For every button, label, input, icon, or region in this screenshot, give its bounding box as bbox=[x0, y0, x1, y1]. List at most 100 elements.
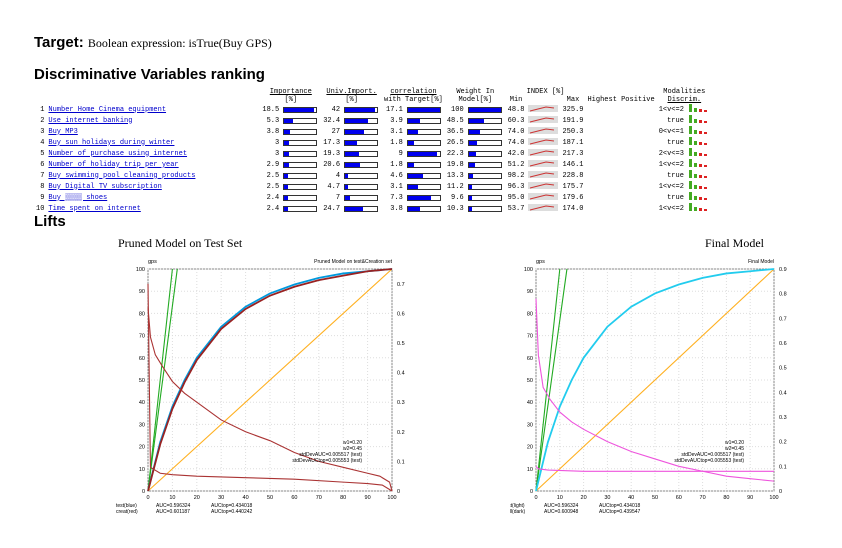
bar-importance bbox=[281, 115, 321, 126]
modality-bars bbox=[686, 170, 712, 181]
index-max: 250.3 bbox=[562, 127, 584, 136]
variable-name-link[interactable]: Buy ▒▒▒▒ shoes bbox=[48, 193, 108, 202]
footer-stat: AUCtop=0.440242 bbox=[211, 509, 253, 515]
series-line-0 bbox=[535, 268, 568, 492]
y-tick-label: 100 bbox=[524, 267, 533, 273]
highest-positive bbox=[585, 148, 656, 159]
index-sparkline bbox=[526, 159, 560, 170]
series-line-5 bbox=[147, 307, 393, 492]
y-tick-label: 60 bbox=[139, 356, 145, 362]
col-univ-unit: [%] bbox=[345, 96, 358, 104]
x-tick-label: 30 bbox=[218, 495, 224, 501]
bar-weight bbox=[466, 115, 506, 126]
row-rank: 7 bbox=[40, 171, 45, 180]
table-row: 2 Use internet banking 5.3 32.4 3.9 48.5 60.3 1… bbox=[34, 115, 712, 126]
y-tick-label: 100 bbox=[136, 267, 145, 273]
modality-value: 0<v<=1 bbox=[658, 127, 684, 136]
index-sparkline bbox=[526, 170, 560, 181]
bar-fill-importance bbox=[284, 140, 290, 145]
bar-fill-corr bbox=[407, 173, 423, 178]
inner-chart-title: Final Model bbox=[748, 259, 774, 265]
bar-fill-importance bbox=[284, 118, 293, 123]
bar-fill-corr bbox=[407, 206, 420, 211]
bar-fill-weight bbox=[468, 118, 485, 123]
variable-name-link[interactable]: Buy sun holidays during winter bbox=[48, 138, 175, 147]
col-univ: Univ.Import. bbox=[326, 88, 377, 96]
row-rank: 2 bbox=[40, 116, 45, 125]
value-univ: 7 bbox=[335, 193, 341, 202]
variable-name-link[interactable]: Use internet banking bbox=[48, 116, 133, 125]
y-tick-label: 40 bbox=[139, 400, 145, 406]
target-expression: Boolean expression: isTrue(Buy GPS) bbox=[87, 36, 272, 50]
footer-stat: AUC=0.600948 bbox=[544, 509, 579, 515]
col-index: INDEX [%] bbox=[526, 88, 565, 96]
y2-tick-label: 0.2 bbox=[397, 430, 405, 436]
row-rank: 9 bbox=[40, 193, 45, 202]
value-univ: 27 bbox=[331, 127, 341, 136]
series-line-2 bbox=[535, 268, 775, 492]
col-highest-positive: Highest Positive bbox=[587, 96, 655, 104]
footer-stat: test(light) bbox=[510, 503, 525, 509]
value-univ: 4.7 bbox=[327, 182, 341, 191]
bar-univ bbox=[342, 170, 382, 181]
y2-tick-label: 0.3 bbox=[397, 400, 405, 406]
bar-fill-corr bbox=[407, 184, 418, 189]
x-tick-label: 60 bbox=[291, 495, 297, 501]
y-tick-label: 20 bbox=[139, 445, 145, 451]
y-tick-label: 90 bbox=[527, 289, 533, 295]
chart-annotation: stdDevAUC=0.005517 (test) bbox=[299, 452, 362, 458]
bar-importance bbox=[281, 137, 321, 148]
index-max: 228.8 bbox=[562, 171, 584, 180]
index-sparkline bbox=[526, 203, 560, 214]
chart-annotation: stdDevAUC=0.005517 (test) bbox=[681, 452, 744, 458]
bar-weight bbox=[466, 181, 506, 192]
bar-importance bbox=[281, 159, 321, 170]
bar-univ bbox=[342, 104, 382, 115]
value-corr: 9 bbox=[398, 149, 403, 158]
variable-name-link[interactable]: Number Home Cinema equipment bbox=[48, 105, 167, 114]
index-min: 60.3 bbox=[507, 116, 525, 125]
table-row: 3 Buy MP3 3.8 27 3.1 36.5 74.0 250.3 0<v<=1 bbox=[34, 126, 712, 137]
bar-fill-weight bbox=[468, 107, 501, 112]
variable-name-link[interactable]: Buy MP3 bbox=[48, 127, 78, 136]
value-importance: 3.8 bbox=[266, 127, 280, 136]
y2-tick-label: 0.1 bbox=[779, 464, 787, 470]
y2-tick-label: 0.5 bbox=[397, 341, 405, 347]
modality-bars bbox=[686, 137, 712, 148]
value-corr: 17.1 bbox=[386, 105, 403, 114]
x-tick-label: 20 bbox=[194, 495, 200, 501]
index-max: 217.3 bbox=[562, 149, 584, 158]
y2-tick-label: 0.8 bbox=[779, 292, 787, 298]
y2-tick-label: 0 bbox=[779, 489, 782, 495]
index-max: 187.1 bbox=[562, 138, 584, 147]
x-tick-label: 0 bbox=[146, 495, 149, 501]
variable-name-link[interactable]: Buy swimming pool cleaning products bbox=[48, 171, 196, 180]
variable-name-link[interactable]: Number of purchase using internet bbox=[48, 149, 188, 158]
index-min: 96.3 bbox=[507, 182, 525, 191]
highest-positive bbox=[585, 192, 656, 203]
chart-annotation: w1=0.20 bbox=[725, 440, 744, 446]
value-univ: 19.3 bbox=[323, 149, 341, 158]
col-corr: correlation bbox=[390, 88, 437, 96]
value-univ: 42 bbox=[331, 105, 341, 114]
value-weight: 11.2 bbox=[446, 182, 464, 191]
y-tick-label: 0 bbox=[142, 489, 145, 495]
variable-name-link[interactable]: Time spent on internet bbox=[48, 204, 141, 213]
value-importance: 18.5 bbox=[262, 105, 280, 114]
bar-weight bbox=[466, 203, 506, 214]
row-rank: 10 bbox=[36, 204, 45, 213]
modality-value: true bbox=[667, 193, 684, 202]
variables-ranking-table: Importance Univ.Import. correlation Weig… bbox=[34, 88, 712, 214]
series-line-4 bbox=[535, 298, 775, 482]
y-axis-label: gps bbox=[536, 259, 545, 265]
value-univ: 32.4 bbox=[323, 116, 341, 125]
bar-fill-univ bbox=[345, 140, 358, 145]
table-row: 7 Buy swimming pool cleaning products 2.5 4… bbox=[34, 170, 712, 181]
value-univ: 24.7 bbox=[323, 204, 341, 213]
index-min: 48.8 bbox=[507, 105, 525, 114]
bar-fill-importance bbox=[284, 107, 314, 112]
table-row: 4 Buy sun holidays during winter 3 17.3 1.8 2… bbox=[34, 137, 712, 148]
variable-name-link[interactable]: Number of holiday trip per year bbox=[48, 160, 179, 169]
variable-name-link[interactable]: Buy Digital TV subscription bbox=[48, 182, 162, 191]
modality-bars bbox=[686, 104, 712, 115]
